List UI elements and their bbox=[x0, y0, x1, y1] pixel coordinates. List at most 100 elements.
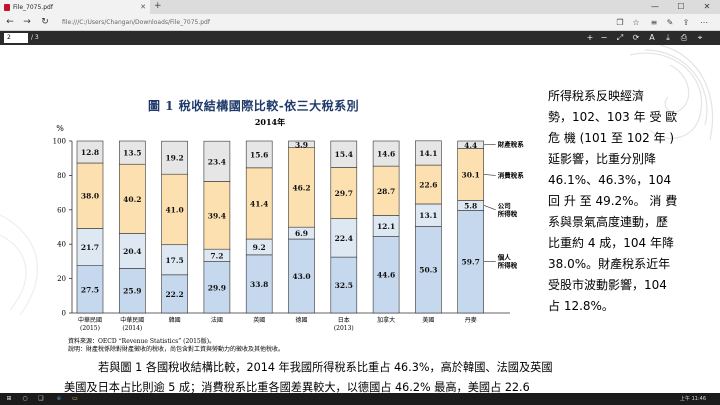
minimize-icon[interactable]: — bbox=[651, 2, 659, 11]
web-note-icon[interactable]: ✎ bbox=[666, 18, 674, 27]
favorite-icon[interactable]: ☆ bbox=[632, 18, 640, 27]
reading-view-icon[interactable]: ❐ bbox=[616, 18, 624, 27]
forward-icon[interactable]: → bbox=[23, 17, 31, 27]
back-icon[interactable]: ← bbox=[6, 17, 14, 27]
bar-segment bbox=[161, 274, 188, 314]
data-label: 22.4 bbox=[335, 234, 353, 243]
bar-segment bbox=[76, 265, 104, 314]
y-tick-label: 40 bbox=[57, 241, 66, 249]
task-view-icon[interactable]: ❑ bbox=[38, 395, 44, 402]
category-label: 丹麥 bbox=[465, 316, 477, 324]
data-label: 17.5 bbox=[165, 256, 183, 265]
read-aloud-icon[interactable]: A bbox=[649, 33, 655, 42]
chart-title: 圖 1 稅收結構國際比較-依三大稅系別 bbox=[148, 99, 360, 113]
more-icon[interactable]: ⋯ bbox=[700, 18, 708, 27]
hub-icon[interactable]: ≡ bbox=[650, 18, 658, 27]
bar-segment bbox=[203, 140, 231, 182]
data-label: 50.3 bbox=[419, 266, 437, 275]
pdf-page: 圖 1 稅收結構國際比較-依三大稅系別 2014年 % 0 20 40 60 80 100 2… bbox=[0, 45, 720, 393]
search-icon[interactable]: ○ bbox=[22, 395, 28, 402]
decorative-curve-icon bbox=[0, 214, 38, 316]
data-label: 29.9 bbox=[208, 283, 226, 292]
legend-label: 消費稅系 bbox=[498, 170, 525, 179]
tab-close-icon[interactable]: ✕ bbox=[140, 3, 146, 11]
legend-label: 個人 bbox=[497, 252, 512, 261]
source-line: 資料來源：OECD “Revenue Statistics” (2015版)。 bbox=[68, 338, 216, 345]
fit-page-icon[interactable]: ⤢ bbox=[616, 33, 624, 42]
bar-segment bbox=[161, 173, 188, 246]
print-icon[interactable]: ⎙ bbox=[680, 33, 688, 42]
address-bar: ← → ↻ file:///C:/Users/Changan/Downloads… bbox=[0, 14, 720, 31]
pdf-file-icon bbox=[4, 3, 10, 11]
bar-segment bbox=[203, 181, 231, 250]
data-label: 6.9 bbox=[295, 229, 308, 238]
save-icon[interactable]: ⤓ bbox=[666, 33, 670, 42]
maximize-icon[interactable]: ☐ bbox=[677, 2, 685, 11]
category-label: 德國 bbox=[295, 316, 307, 324]
data-label: 22.6 bbox=[419, 181, 437, 190]
data-label: 4.4 bbox=[464, 141, 477, 150]
bar-segment bbox=[288, 140, 315, 149]
bar-segment bbox=[415, 140, 442, 166]
data-label: 13.1 bbox=[419, 211, 437, 220]
legend-leader bbox=[483, 174, 496, 176]
new-tab-icon[interactable]: + bbox=[154, 1, 162, 11]
data-label: 29.7 bbox=[335, 189, 353, 198]
window-close-icon[interactable]: ✕ bbox=[703, 2, 711, 11]
data-label: 7.2 bbox=[210, 251, 223, 260]
rotate-icon[interactable]: ⟳ bbox=[632, 33, 640, 42]
bar-segment bbox=[330, 218, 358, 258]
bar-segment bbox=[119, 233, 146, 269]
category-label: (2015) bbox=[80, 325, 100, 332]
bar-segment bbox=[76, 162, 104, 229]
data-label: 32.5 bbox=[335, 281, 353, 290]
data-label: 21.7 bbox=[81, 243, 99, 252]
tab-active[interactable]: File_7075.pdf ✕ bbox=[0, 0, 150, 14]
bar-segment bbox=[330, 256, 358, 314]
category-label: 中華民國 bbox=[78, 316, 102, 324]
share-icon[interactable]: ⇪ bbox=[682, 18, 690, 27]
data-label: 38.0 bbox=[81, 192, 99, 201]
data-label: 44.6 bbox=[377, 271, 395, 280]
zoom-in-icon[interactable]: + bbox=[586, 33, 594, 42]
zoom-out-icon[interactable]: − bbox=[600, 33, 608, 42]
category-label: 加拿大 bbox=[377, 316, 395, 324]
decorative-swirl-icon bbox=[629, 45, 714, 141]
bar-segment bbox=[330, 140, 358, 168]
edge-icon[interactable]: e bbox=[57, 395, 61, 402]
bar-segment bbox=[161, 140, 188, 175]
chart-source-note: 資料來源：OECD “Revenue Statistics” (2015版)。 … bbox=[68, 338, 284, 354]
bar-segment bbox=[288, 238, 315, 314]
data-label: 9.2 bbox=[253, 243, 266, 252]
page-number-input[interactable]: 2 bbox=[4, 33, 28, 43]
side-text-line: 危 機 (101 至 102 年 ) bbox=[548, 131, 675, 145]
side-text-line: 所得稅系反映經濟 bbox=[548, 89, 645, 103]
y-axis-label: % bbox=[56, 124, 64, 133]
refresh-icon[interactable]: ↻ bbox=[41, 17, 49, 27]
file-explorer-icon[interactable]: ▭ bbox=[72, 395, 78, 402]
category-label: 美國 bbox=[422, 316, 434, 324]
pin-toolbar-icon[interactable]: ⌖ bbox=[697, 33, 703, 42]
url-field[interactable]: file:///C:/Users/Changan/Downloads/File_… bbox=[62, 19, 210, 26]
y-tick-label: 0 bbox=[62, 310, 66, 318]
legend-label: 公司 bbox=[498, 202, 511, 210]
side-text-line: 延影響，比重分別降 bbox=[548, 152, 657, 166]
bar-segment bbox=[415, 226, 442, 314]
body-paragraph-line: 若與圖 1 各國稅收結構比較，2014 年我國所得稅系比重占 46.3%，高於韓… bbox=[98, 361, 553, 374]
side-text-line: 系與景氣高度連動，歷 bbox=[548, 215, 669, 229]
data-label: 14.6 bbox=[377, 150, 395, 159]
start-icon[interactable]: ⊞ bbox=[6, 395, 12, 402]
side-text-line: 占 12.8%。 bbox=[548, 299, 614, 313]
data-label: 43.0 bbox=[292, 272, 310, 281]
stacked-bar-chart: %02040608010027.521.738.012.8中華民國(2015)2… bbox=[53, 124, 525, 332]
data-label: 59.7 bbox=[462, 258, 480, 267]
bar-segment bbox=[119, 268, 146, 314]
category-label: 法國 bbox=[211, 316, 223, 324]
data-label: 39.4 bbox=[208, 211, 226, 220]
side-text-line: 比重約 4 成，104 年降 bbox=[548, 236, 674, 250]
data-label: 15.4 bbox=[335, 150, 353, 159]
side-text-line: 回 升 至 49.2%。 消 費 bbox=[548, 194, 678, 208]
bar-segment bbox=[119, 140, 146, 165]
side-text-line: 受股市波動影響，104 bbox=[548, 278, 667, 292]
